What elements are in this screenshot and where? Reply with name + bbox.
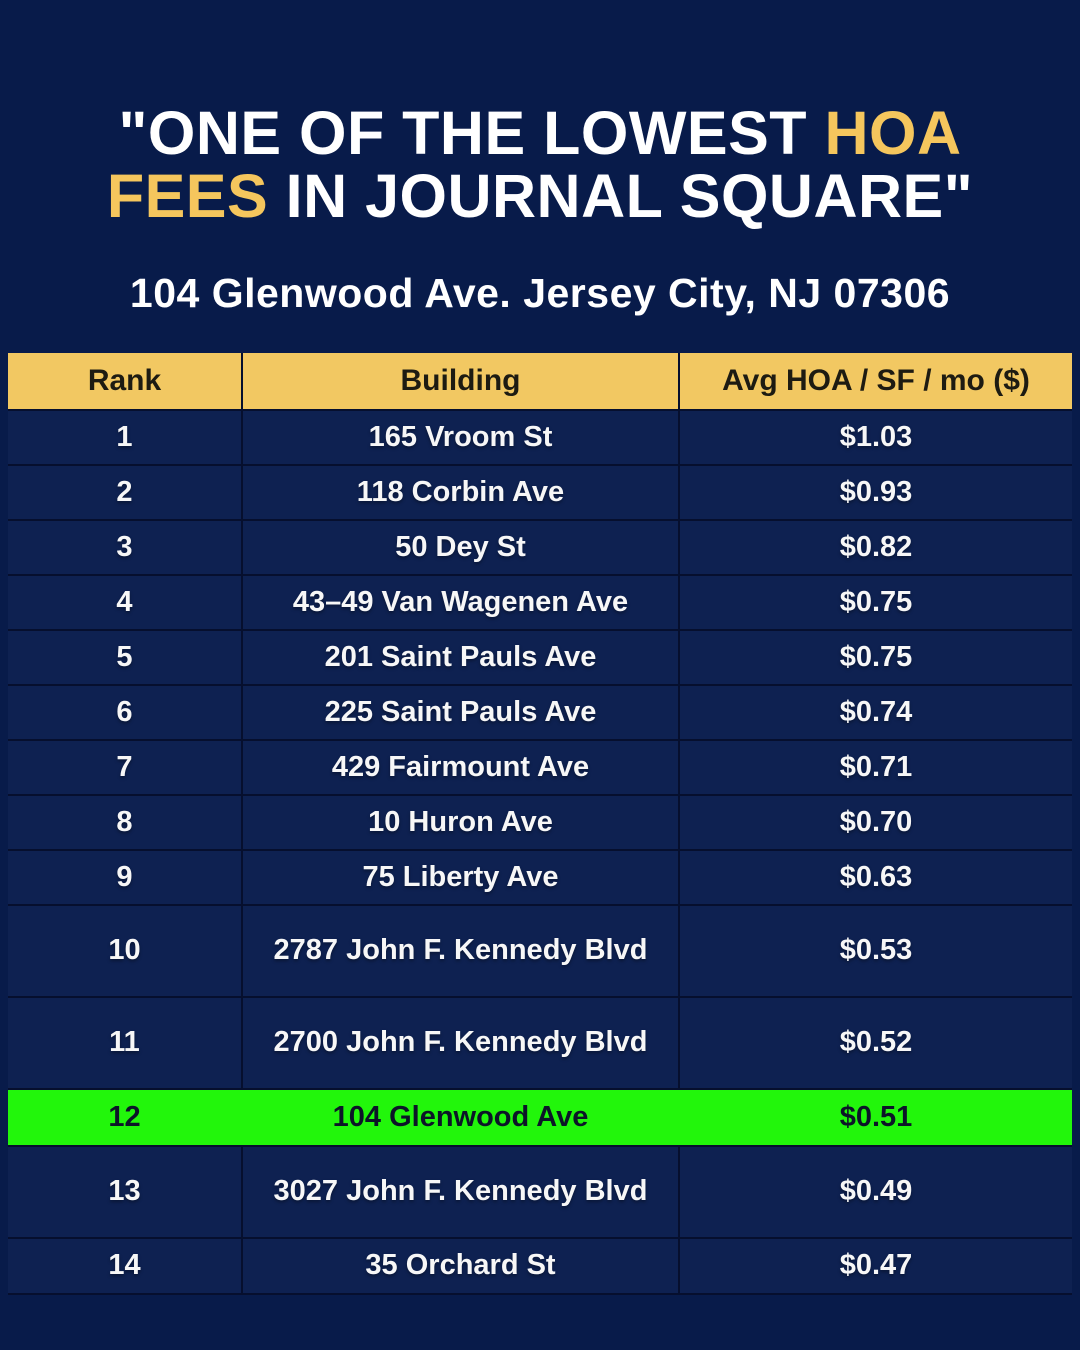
building-cell: 2700 John F. Kennedy Blvd [241,997,678,1088]
building-cell: 118 Corbin Ave [241,465,678,519]
table-row: 9 75 Liberty Ave $0.63 [8,850,1072,906]
title-line2-accent: FEES [106,161,269,230]
table-row: 2 118 Corbin Ave $0.93 [8,465,1072,521]
title-line2-white: IN JOURNAL SQUARE" [268,161,974,230]
hoa-value-cell: $0.93 [678,465,1072,519]
hoa-value-cell: $0.52 [678,997,1072,1088]
hoa-value-cell: $0.49 [678,1146,1072,1237]
hoa-value-cell: $0.70 [678,795,1072,849]
rank-cell: 7 [116,750,133,783]
hoa-value-cell: $0.75 [678,630,1072,684]
rank-cell: 12 [108,1100,141,1133]
hoa-ranking-table: Rank Building Avg HOA / SF / mo ($) 1 165… [8,352,1072,1295]
address-subtitle: 104 Glenwood Ave. Jersey City, NJ 07306 [129,269,951,316]
rank-cell: 5 [116,640,133,673]
column-header-rank: Rank [87,363,162,397]
hoa-value-cell: $0.63 [678,850,1072,904]
column-header-building: Building [241,352,678,409]
column-header-hoa-value: Avg HOA / SF / mo ($) [678,352,1072,409]
table-row: 14 35 Orchard St $0.47 [8,1238,1072,1295]
rank-cell: 2 [116,475,133,508]
rank-cell: 4 [116,585,133,618]
rank-cell: 11 [109,1026,140,1059]
table-body: 1 165 Vroom St $1.03 2 118 Corbin Ave $0.93 3 5… [8,410,1072,1295]
table-row: 3 50 Dey St $0.82 [8,520,1072,576]
hoa-value-cell: $0.53 [678,905,1072,996]
hoa-value-cell: $0.75 [678,575,1072,629]
table-row: 6 225 Saint Pauls Ave $0.74 [8,685,1072,741]
table-row: 13 3027 John F. Kennedy Blvd $0.49 [8,1146,1072,1239]
table-row: 1 165 Vroom St $1.03 [8,410,1072,466]
rank-cell: 14 [108,1249,141,1282]
building-cell: 201 Saint Pauls Ave [241,630,678,684]
building-cell: 75 Liberty Ave [241,850,678,904]
building-cell: 3027 John F. Kennedy Blvd [241,1146,678,1237]
hoa-value-cell: $0.74 [678,685,1072,739]
table-row: 10 2787 John F. Kennedy Blvd $0.53 [8,905,1072,998]
building-cell: 429 Fairmount Ave [241,740,678,794]
table-row: 8 10 Huron Ave $0.70 [8,795,1072,851]
hoa-value-cell: $0.47 [678,1238,1072,1293]
rank-cell: 13 [108,1175,141,1208]
table-row: 4 43–49 Van Wagenen Ave $0.75 [8,575,1072,631]
hoa-value-cell: $1.03 [678,410,1072,464]
table-row: 11 2700 John F. Kennedy Blvd $0.52 [8,997,1072,1090]
rank-cell: 6 [116,695,133,728]
table-row: 7 429 Fairmount Ave $0.71 [8,740,1072,796]
rank-cell: 10 [108,934,141,967]
building-cell: 104 Glenwood Ave [332,1100,589,1133]
building-cell: 35 Orchard St [241,1238,678,1293]
hoa-value-cell: $0.71 [678,740,1072,794]
page-title: "ONE OF THE LOWEST HOA FEES IN JOURNAL S… [0,102,1080,228]
table-header-row: Rank Building Avg HOA / SF / mo ($) [8,352,1072,411]
building-cell: 2787 John F. Kennedy Blvd [241,905,678,996]
building-cell: 165 Vroom St [241,410,678,464]
title-line1-accent: HOA [824,99,962,167]
building-cell: 43–49 Van Wagenen Ave [241,575,678,629]
table-row: 5 201 Saint Pauls Ave $0.75 [8,630,1072,686]
rank-cell: 8 [116,805,133,838]
hoa-value-cell: $0.51 [839,1100,913,1133]
title-line1-white: "ONE OF THE LOWEST [118,99,825,167]
building-cell: 50 Dey St [241,520,678,574]
rank-cell: 3 [116,530,133,563]
rank-cell: 1 [116,420,133,453]
building-cell: 225 Saint Pauls Ave [241,685,678,739]
table-row-highlighted: 12 104 Glenwood Ave $0.51 [8,1089,1072,1147]
hoa-value-cell: $0.82 [678,520,1072,574]
rank-cell: 9 [116,860,133,893]
building-cell: 10 Huron Ave [241,795,678,849]
